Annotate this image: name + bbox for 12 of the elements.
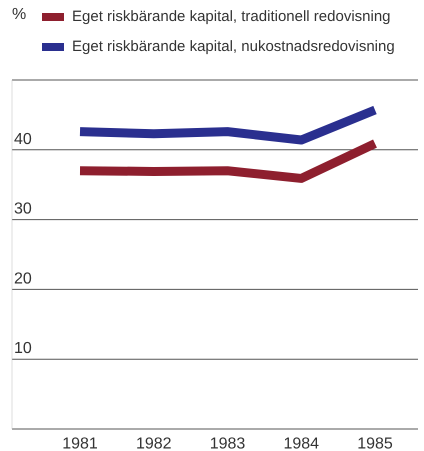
legend-label: Eget riskbärande kapital, nukostnadsredovisning <box>71 38 395 55</box>
x-tick-label: 1985 <box>357 435 393 451</box>
y-tick-label: 30 <box>14 200 32 218</box>
legend-label: Eget riskbärande kapital, traditionell redovisning <box>71 8 391 25</box>
y-axis-title: % <box>12 6 26 24</box>
y-tick-label: 40 <box>14 130 32 148</box>
y-tick-label: 20 <box>14 270 32 288</box>
x-tick-label: 1982 <box>136 435 172 451</box>
x-tick-label: 1983 <box>210 435 246 451</box>
x-tick-label: 1984 <box>283 435 320 451</box>
x-tick-label: 1981 <box>62 435 98 451</box>
y-tick-label: 10 <box>14 340 32 358</box>
